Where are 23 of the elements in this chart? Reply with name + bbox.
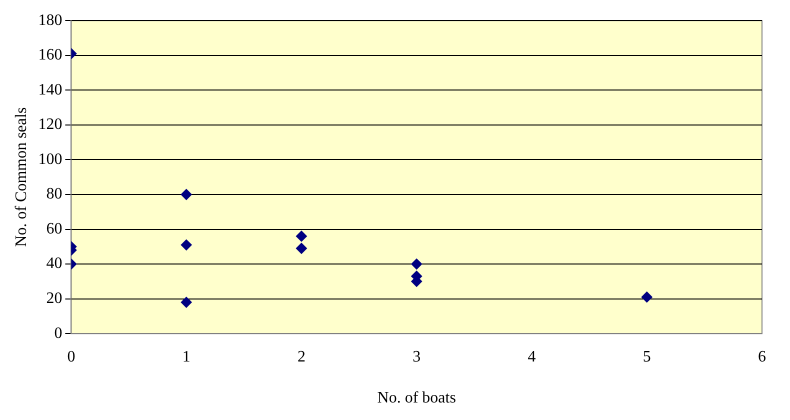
y-tick-label: 80: [46, 186, 62, 203]
x-tick-label: 6: [758, 348, 766, 366]
point: [296, 230, 307, 242]
point: [411, 258, 422, 270]
point: [296, 242, 307, 254]
y-axis-title: No. of Common seals: [12, 107, 30, 247]
x-tick-label: 3: [412, 348, 421, 366]
x-axis-title: No. of boats: [377, 390, 456, 407]
x-tick-label: 0: [67, 348, 76, 366]
x-tick-label: 5: [642, 348, 651, 366]
y-tick-label: 100: [38, 150, 62, 168]
x-tick-label: 2: [297, 348, 306, 366]
y-tick-label: 0: [54, 324, 62, 342]
y-tick-label: 160: [38, 46, 62, 64]
y-tick-label: 120: [38, 116, 62, 134]
y-tick-label: 40: [46, 255, 62, 272]
x-tick-label: 1: [182, 348, 190, 366]
y-tick-label: 60: [46, 220, 62, 238]
y-tick-label: 20: [46, 290, 62, 308]
y-tick-label: 180: [38, 12, 62, 29]
point: [641, 292, 652, 303]
y-tick-label: 140: [38, 81, 62, 98]
x-tick-label: 4: [528, 348, 536, 366]
